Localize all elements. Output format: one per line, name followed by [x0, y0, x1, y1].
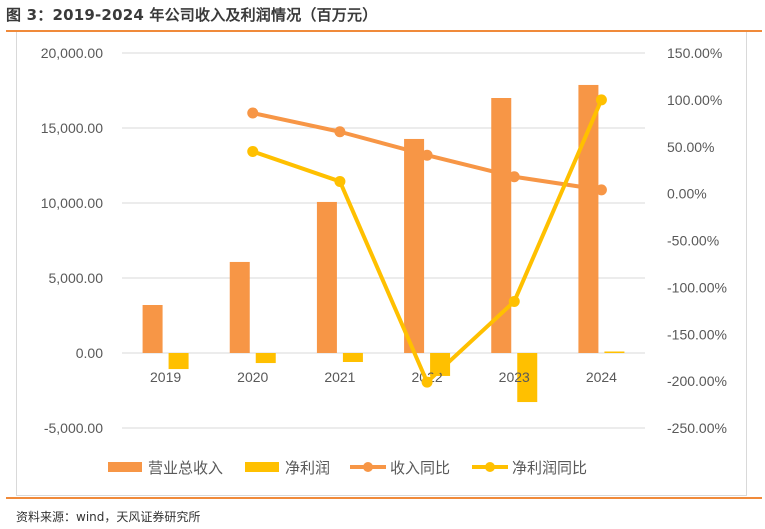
legend-label: 营业总收入 [148, 460, 223, 477]
net-profit-yoy-line [252, 99, 604, 385]
bottom-accent-rule [6, 497, 762, 499]
right-axis-tick-label: 0.00% [667, 186, 707, 202]
right-axis-tick-label: -200.00% [667, 373, 727, 389]
legend-item-net-profit-yoy: 净利润同比 [472, 460, 587, 477]
legend-marker-icon [485, 462, 495, 472]
net-profit-bar [517, 353, 538, 403]
revenue-bar [491, 98, 512, 353]
chart-frame [16, 32, 747, 496]
right-axis-tick-label: -250.00% [667, 420, 727, 436]
net-profit-bar [430, 353, 451, 376]
right-axis-tick-label: 100.00% [667, 92, 722, 108]
right-axis-tick-label: 150.00% [667, 45, 722, 61]
line-marker [334, 126, 346, 138]
source-note: 资料来源：wind，天风证券研究所 [16, 510, 201, 524]
line-marker [595, 184, 607, 196]
left-axis-tick-label: 10,000.00 [41, 195, 103, 211]
line-marker [421, 149, 433, 161]
legend-label: 净利润 [285, 460, 330, 477]
line-marker [508, 171, 520, 183]
legend-item-revenue: 营业总收入 [108, 460, 223, 477]
line-marker [421, 376, 433, 388]
net-profit-bar [342, 353, 363, 362]
revenue-bar [316, 201, 337, 353]
legend-swatch-icon [108, 462, 142, 472]
x-axis-label: 2019 [150, 369, 181, 385]
top-accent-rule [6, 30, 762, 32]
legend-swatch-icon [245, 462, 279, 472]
gridlines [122, 52, 645, 429]
bar-series [142, 84, 625, 403]
left-axis-tick-label: 15,000.00 [41, 120, 103, 136]
x-axis-labels: 201920202021202220232024 [150, 369, 617, 385]
net-profit-bar [255, 353, 276, 364]
line-marker [247, 107, 259, 119]
figure-title: 图 3：2019-2024 年公司收入及利润情况（百万元） [6, 6, 378, 24]
revenue-bar [578, 84, 599, 353]
legend-label: 净利润同比 [512, 460, 587, 477]
left-axis-tick-label: 5,000.00 [49, 270, 104, 286]
revenue-bar [142, 305, 163, 353]
line-marker [247, 145, 259, 157]
chart-legend: 营业总收入 净利润 收入同比 净利润同比 [108, 460, 587, 477]
revenue-bar [229, 261, 250, 353]
left-axis-tick-label: -5,000.00 [44, 420, 103, 436]
net-profit-bar [604, 351, 625, 353]
line-marker [595, 94, 607, 106]
line-series [247, 94, 607, 388]
line-marker [334, 175, 346, 187]
legend-marker-icon [363, 462, 373, 472]
left-axis-tick-label: 20,000.00 [41, 45, 103, 61]
right-axis-tick-label: 50.00% [667, 139, 714, 155]
x-axis-label: 2023 [499, 369, 530, 385]
revenue-bar [404, 138, 425, 353]
legend-item-revenue-yoy: 收入同比 [350, 460, 450, 477]
right-axis-tick-label: -150.00% [667, 326, 727, 342]
x-axis-label: 2020 [237, 369, 268, 385]
net-profit-bar [168, 353, 189, 370]
x-axis-label: 2024 [586, 369, 617, 385]
line-marker [508, 295, 520, 307]
left-axis-ticks: 20,000.00 15,000.00 10,000.00 5,000.00 0.00 -… [41, 45, 104, 436]
right-axis-tick-label: -50.00% [667, 233, 719, 249]
legend-item-net-profit: 净利润 [245, 460, 330, 477]
left-axis-tick-label: 0.00 [76, 345, 103, 361]
legend-label: 收入同比 [390, 460, 450, 477]
x-axis-label: 2021 [324, 369, 355, 385]
right-axis-ticks: 150.00% 100.00% 50.00% 0.00% -50.00% -100.00%… [667, 45, 727, 436]
right-axis-tick-label: -100.00% [667, 279, 727, 295]
